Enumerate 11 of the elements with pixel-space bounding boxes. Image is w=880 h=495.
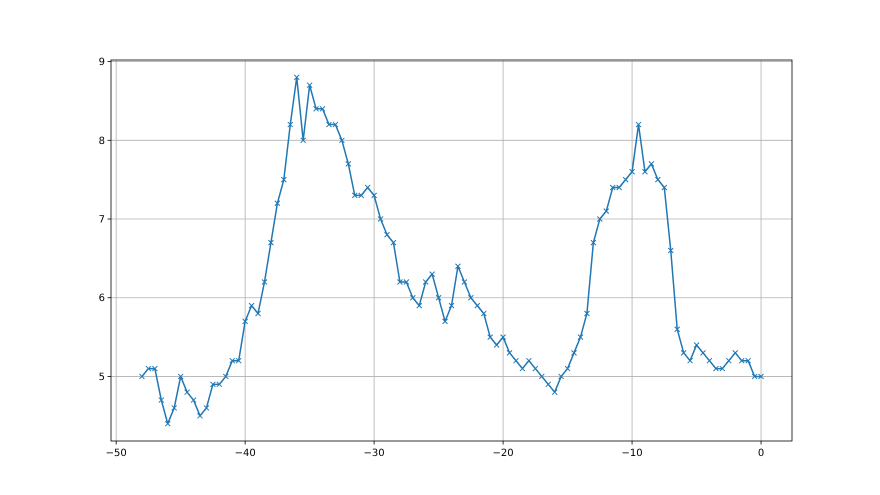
x-tick-label: −30 xyxy=(364,448,385,459)
x-tick-label: −10 xyxy=(622,448,643,459)
x-tick-label: −20 xyxy=(492,448,514,459)
y-tick-label: 8 xyxy=(98,136,105,147)
x-tick-label: 0 xyxy=(758,448,764,459)
x-tick-label: −50 xyxy=(106,448,127,459)
y-tick-label: 6 xyxy=(98,293,105,304)
y-tick-label: 9 xyxy=(98,57,105,68)
x-tick-label: −40 xyxy=(234,448,256,459)
y-tick-label: 5 xyxy=(98,372,105,383)
y-tick-label: 7 xyxy=(98,214,105,226)
